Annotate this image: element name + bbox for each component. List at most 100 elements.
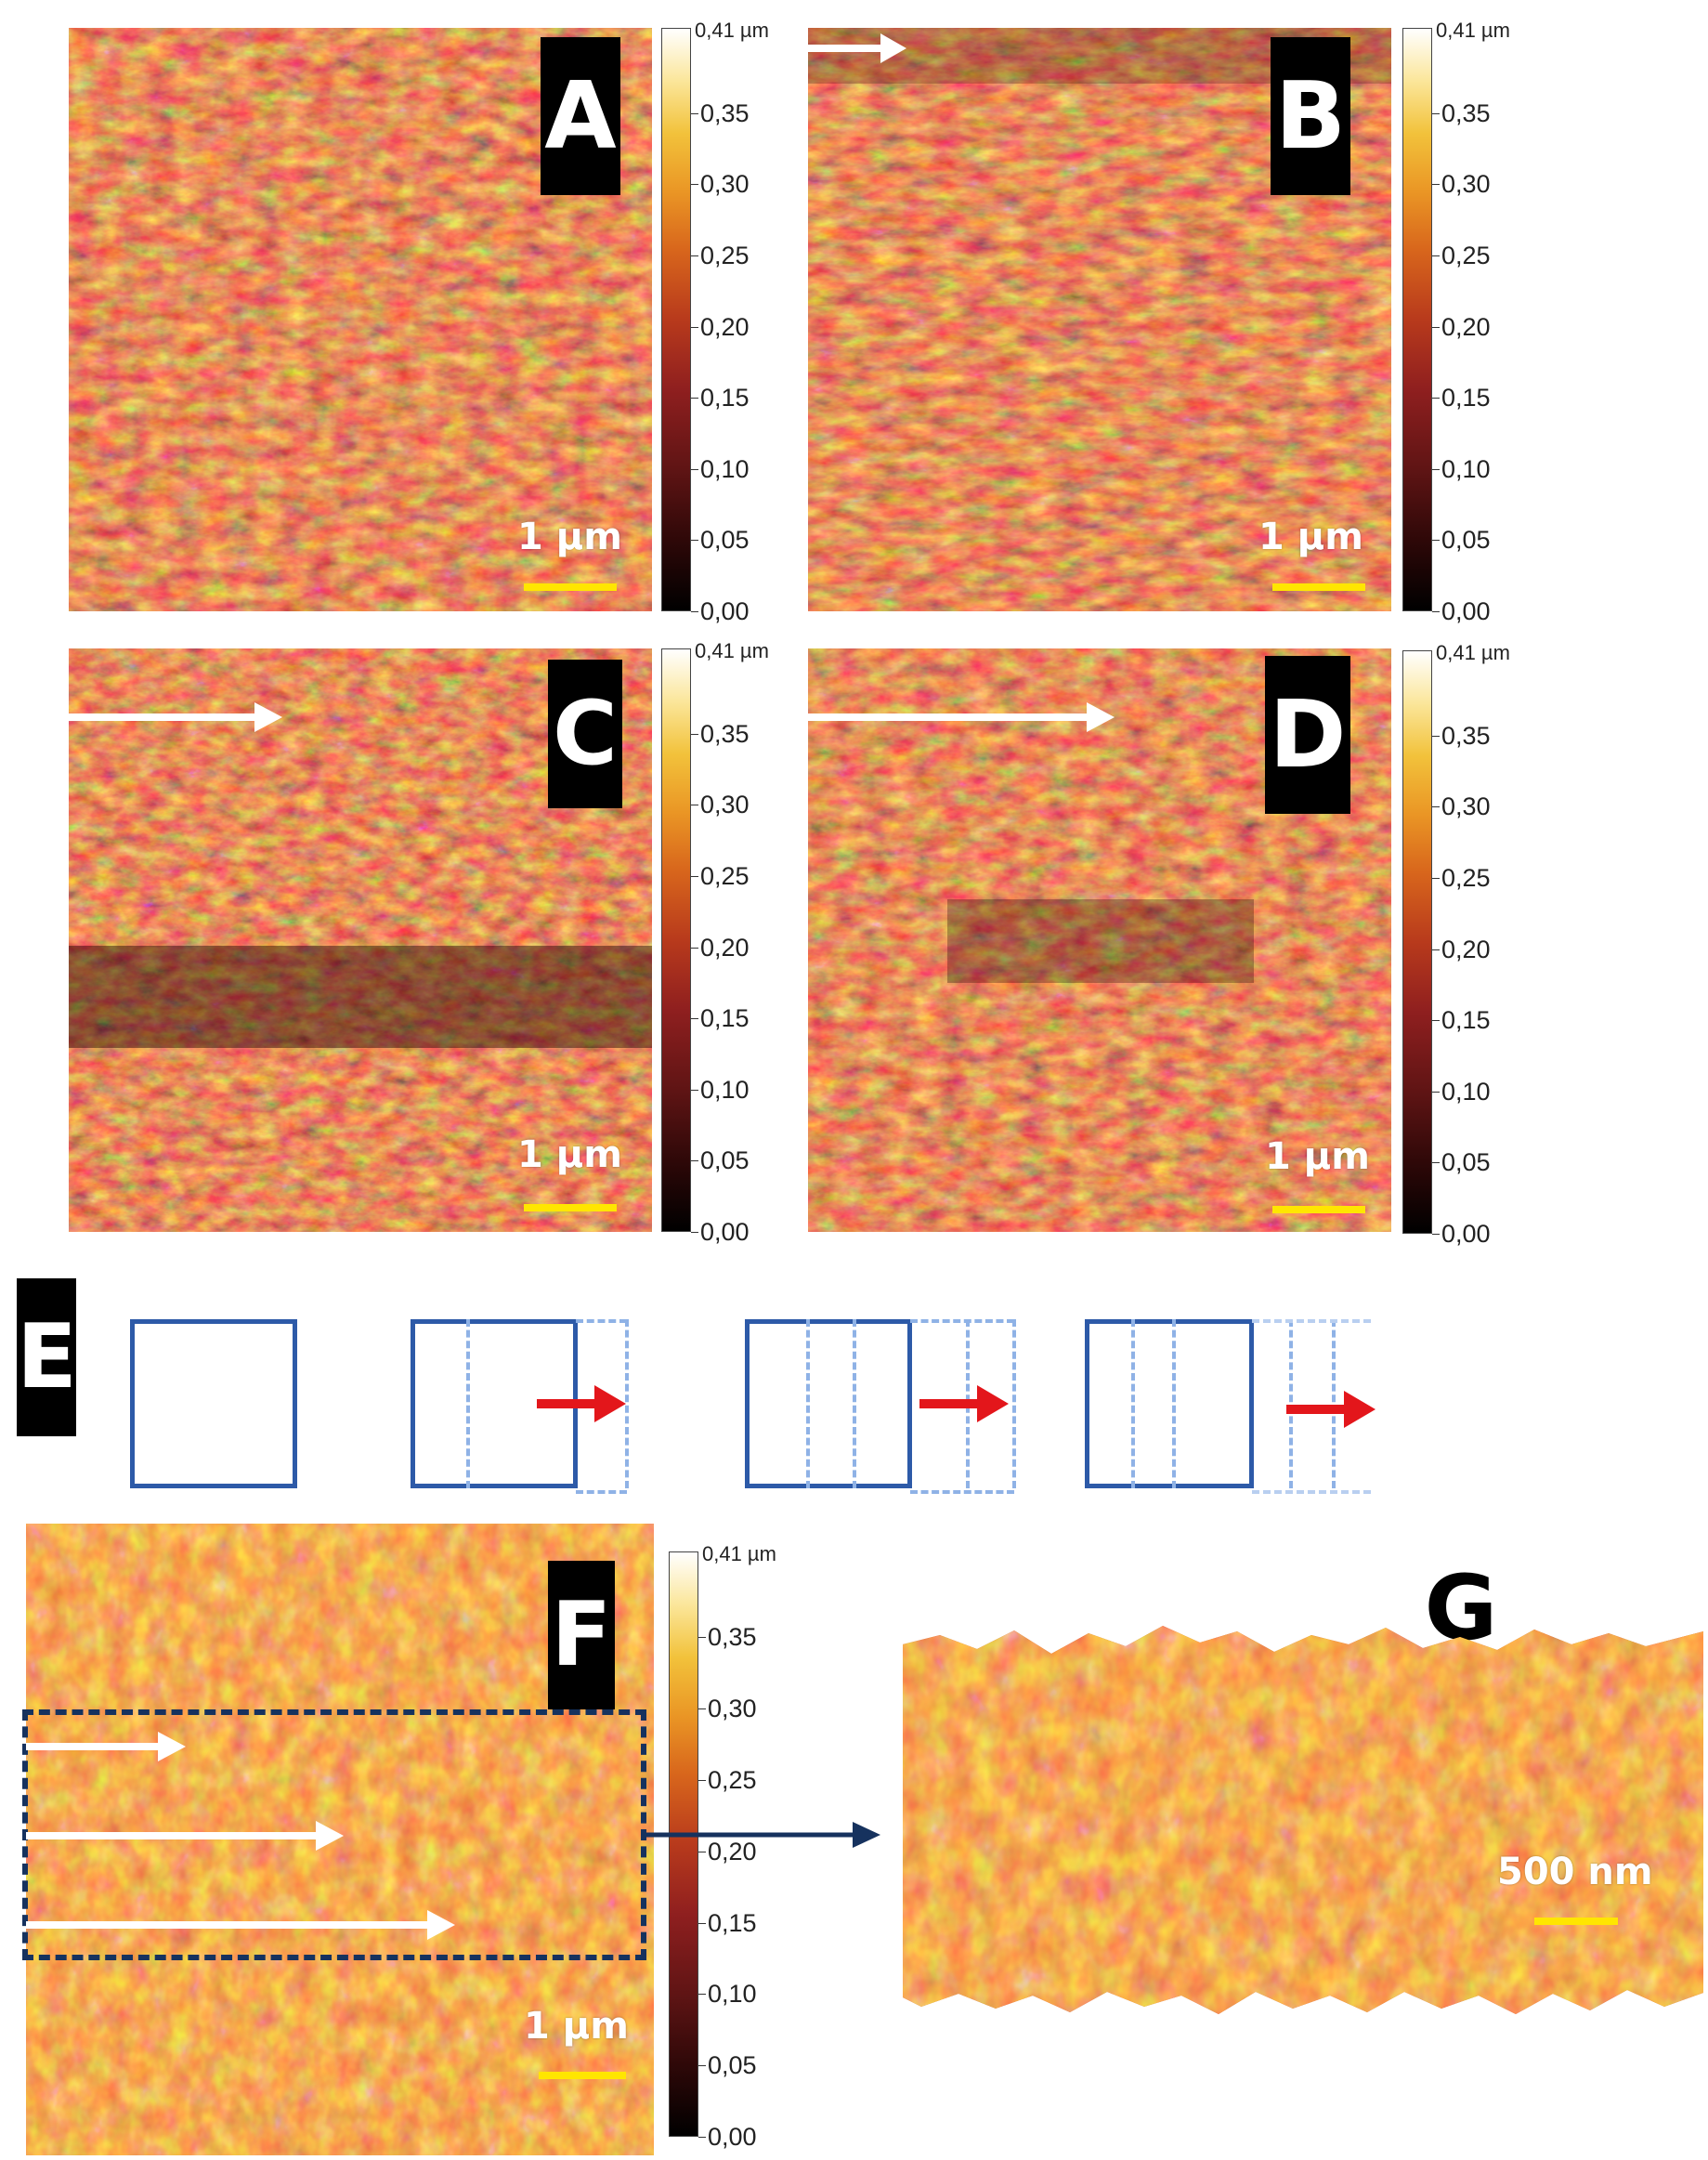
colorbar-c xyxy=(661,648,691,1232)
scale-bar-f xyxy=(539,2072,626,2079)
afm-3d-image-g xyxy=(903,1626,1703,2016)
colorbar-tick-label: 0,05 xyxy=(708,2051,757,2080)
colorbar-tick xyxy=(698,1708,706,1710)
colorbar-tick xyxy=(1432,468,1440,470)
colorbar-tick xyxy=(691,540,698,542)
colorbar-tick xyxy=(1432,735,1440,737)
arrow-white-c xyxy=(69,702,282,732)
colorbar-top-label: 0,41 µm xyxy=(1436,641,1510,664)
schematic-dash-3d xyxy=(1012,1319,1016,1488)
colorbar-tick-label: 0,10 xyxy=(1441,1077,1491,1106)
colorbar-tick-label: 0,30 xyxy=(708,1695,757,1723)
afm-image-d xyxy=(808,648,1391,1232)
colorbar-tick-label: 0,05 xyxy=(700,526,750,555)
arrow-red-3 xyxy=(1286,1391,1376,1428)
colorbar-tick xyxy=(1432,326,1440,328)
panel-label-a: A xyxy=(541,37,620,195)
arrow-white-f-3 xyxy=(26,1910,455,1940)
colorbar-tick-label: 0,00 xyxy=(1441,1220,1491,1248)
colorbar-tick xyxy=(1432,540,1440,542)
panel-label-d: D xyxy=(1265,656,1350,814)
colorbar-tick xyxy=(698,1779,706,1781)
colorbar-tick xyxy=(691,733,698,735)
schematic-dash-4c xyxy=(1289,1319,1293,1488)
colorbar-tick-label: 0,25 xyxy=(1441,864,1491,893)
colorbar-b xyxy=(1402,28,1432,611)
scale-text-d: 1 µm xyxy=(1265,1135,1370,1178)
scale-text-c: 1 µm xyxy=(517,1133,622,1176)
colorbar-tick xyxy=(1432,1091,1440,1093)
colorbar-tick-label: 0,35 xyxy=(700,98,750,127)
colorbar-tick-label: 0,30 xyxy=(1441,792,1491,821)
schematic-dash-3a xyxy=(806,1319,810,1488)
schematic-dash-4d xyxy=(1332,1319,1336,1488)
colorbar-tick-label: 0,30 xyxy=(1441,170,1491,199)
colorbar-tick xyxy=(691,468,698,470)
colorbar-tick xyxy=(691,255,698,257)
colorbar-tick-label: 0,15 xyxy=(1441,384,1491,412)
selection-box-f xyxy=(22,1709,646,1960)
colorbar-tick xyxy=(698,2065,706,2067)
schematic-dash-2b xyxy=(625,1319,629,1488)
colorbar-tick xyxy=(691,1018,698,1020)
panel-label-b: B xyxy=(1271,37,1350,195)
schematic-frame-3 xyxy=(745,1319,912,1488)
colorbar-tick-label: 0,30 xyxy=(700,170,750,199)
colorbar-tick-label: 0,00 xyxy=(700,1218,750,1246)
colorbar-tick-label: 0,00 xyxy=(1441,597,1491,625)
arrow-white-d xyxy=(808,702,1115,732)
colorbar-tick-label: 0,25 xyxy=(700,242,750,270)
colorbar-tick-label: 0,05 xyxy=(700,1146,750,1175)
colorbar-tick xyxy=(691,1232,698,1233)
colorbar-tick-label: 0,00 xyxy=(700,597,750,625)
scale-bar-a xyxy=(524,583,617,591)
schematic-dash-3e xyxy=(910,1319,1014,1494)
colorbar-tick xyxy=(1432,611,1440,612)
panel-label-e: E xyxy=(17,1278,77,1436)
colorbar-tick-label: 0,20 xyxy=(700,933,750,962)
colorbar-tick xyxy=(691,326,698,328)
colorbar-tick xyxy=(1432,806,1440,808)
schematic-dash-4e xyxy=(1252,1319,1371,1494)
colorbar-tick-label: 0,10 xyxy=(1441,454,1491,483)
colorbar-top-label: 0,41 µm xyxy=(1436,19,1510,42)
colorbar-tick-label: 0,25 xyxy=(1441,242,1491,270)
colorbar-tick-label: 0,30 xyxy=(700,791,750,819)
colorbar-tick xyxy=(691,876,698,878)
colorbar-tick xyxy=(1432,1234,1440,1235)
colorbar-tick xyxy=(691,1089,698,1091)
colorbar-tick xyxy=(691,112,698,114)
colorbar-tick-label: 0,35 xyxy=(708,1623,757,1652)
colorbar-tick-label: 0,15 xyxy=(700,384,750,412)
colorbar-tick-label: 0,20 xyxy=(1441,935,1491,963)
scale-bar-d xyxy=(1272,1206,1365,1213)
afm-image-c xyxy=(69,648,652,1232)
colorbar-tick xyxy=(1432,184,1440,186)
scale-text-a: 1 µm xyxy=(517,516,622,558)
scale-bar-b xyxy=(1272,583,1365,591)
colorbar-tick-label: 0,20 xyxy=(708,1837,757,1865)
colorbar-tick xyxy=(1432,1020,1440,1022)
colorbar-top-label: 0,41 µm xyxy=(695,19,769,42)
schematic-dash-4a xyxy=(1131,1319,1135,1488)
colorbar-tick-label: 0,35 xyxy=(700,719,750,748)
colorbar-tick-label: 0,35 xyxy=(1441,98,1491,127)
schematic-dash-4b xyxy=(1172,1319,1176,1488)
colorbar-tick-label: 0,10 xyxy=(700,454,750,483)
colorbar-a xyxy=(661,28,691,611)
colorbar-tick xyxy=(1432,878,1440,880)
colorbar-tick xyxy=(1432,398,1440,399)
colorbar-tick-label: 0,15 xyxy=(1441,1006,1491,1035)
colorbar-tick-label: 0,10 xyxy=(708,1980,757,2009)
scale-text-b: 1 µm xyxy=(1258,516,1363,558)
colorbar-top-label: 0,41 µm xyxy=(695,639,769,662)
colorbar-tick xyxy=(1432,1162,1440,1164)
colorbar-tick xyxy=(691,1160,698,1162)
connector-arrow xyxy=(646,1822,880,1848)
arrow-red-1 xyxy=(537,1385,626,1422)
colorbar-tick xyxy=(691,398,698,399)
colorbar-tick-label: 0,05 xyxy=(1441,1148,1491,1177)
scale-bar-c xyxy=(524,1204,617,1211)
scale-text-f: 1 µm xyxy=(524,2005,629,2048)
colorbar-tick xyxy=(691,611,698,612)
